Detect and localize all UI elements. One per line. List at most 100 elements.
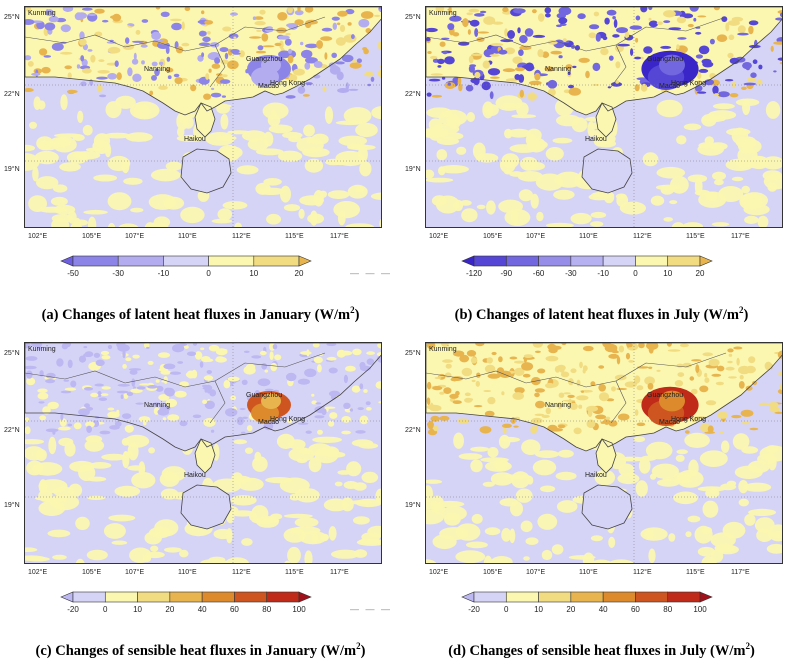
- lon-tick-label: 115°E: [285, 233, 304, 240]
- city-label-hongkong: Hong Kong: [671, 416, 707, 423]
- colorbar-a: [60, 255, 312, 267]
- lon-tick-label: 112°E: [633, 569, 652, 576]
- leizhou-peninsula: [596, 439, 616, 473]
- city-label-kunming: Kunming: [28, 10, 56, 17]
- sea-anomaly-patches: [25, 94, 381, 227]
- caption-text: (a) Changes of latent heat fluxes in Jan…: [41, 306, 351, 323]
- lon-tick-label: 117°E: [330, 569, 349, 576]
- colorbar-tick-label: 10: [663, 269, 673, 278]
- lon-tick-label: 107°E: [526, 233, 546, 240]
- city-label-hongkong: Hong Kong: [270, 80, 306, 87]
- colorbar-swatch: [72, 255, 119, 267]
- colorbar-swatch: [117, 255, 164, 267]
- map-b: [425, 6, 783, 228]
- colorbar-swatch: [699, 591, 713, 603]
- colorbar-swatch: [505, 591, 539, 603]
- leizhou-peninsula: [195, 103, 215, 137]
- caption-superscript: 2: [350, 305, 355, 315]
- colorbar-swatch: [473, 255, 507, 267]
- map-d: [425, 342, 783, 564]
- colorbar-tick-label: -10: [157, 269, 170, 278]
- colorbar-swatch: [461, 255, 475, 267]
- city-label-macao: Macao: [258, 83, 280, 90]
- province-border: [25, 352, 326, 424]
- city-label-guangzhou: Guangzhou: [647, 392, 684, 399]
- colorbar-swatch: [208, 255, 255, 267]
- colorbar-swatch: [163, 255, 209, 267]
- coastline-hainan: [180, 148, 232, 194]
- map-canvas-a: [25, 7, 381, 227]
- colorbar-swatch: [538, 591, 572, 603]
- urban-hotspot-guangzhou: [641, 50, 699, 90]
- colorbar-b: [461, 255, 713, 267]
- map-canvas-d: [426, 343, 782, 563]
- colorbar-c: [60, 591, 312, 603]
- map-canvas-c: [25, 343, 381, 563]
- colorbar-tick-label: 10: [133, 605, 143, 614]
- lat-tick-label: 22°N: [405, 91, 421, 98]
- province-border: [426, 16, 727, 88]
- hainan-island: [181, 149, 231, 193]
- sea-anomaly-patches: [426, 432, 782, 563]
- city-label-guangzhou: Guangzhou: [647, 56, 684, 63]
- lon-tick-label: 110°E: [178, 233, 197, 240]
- land-field: [25, 7, 381, 115]
- lat-lon-grid: [426, 343, 782, 563]
- colorbar-tick-label: -50: [67, 269, 79, 278]
- caption-close: ): [354, 306, 360, 323]
- lon-tick-label: 117°E: [731, 233, 750, 240]
- colorbar-swatch: [538, 255, 572, 267]
- colorbar-tick-label: 100: [693, 605, 707, 614]
- colorbar-tick-label: 40: [598, 605, 608, 614]
- land-field: [426, 7, 782, 115]
- colorbar-tick-label: 10: [534, 605, 544, 614]
- city-label-nanning: Nanning: [545, 66, 572, 73]
- colorbar-tick-label: 10: [249, 269, 259, 278]
- colorbar-swatch: [602, 255, 636, 267]
- colorbar-tick-label: 20: [165, 605, 175, 614]
- legend-dash-mark: — — —: [350, 604, 393, 614]
- lon-tick-label: 102°E: [28, 233, 48, 240]
- lat-tick-label: 19°N: [4, 502, 20, 509]
- colorbar-tick-label: 80: [262, 605, 272, 614]
- city-label-nanning: Nanning: [545, 402, 572, 409]
- colorbar-swatch: [635, 591, 669, 603]
- lon-tick-label: 115°E: [285, 569, 304, 576]
- lat-tick-label: 19°N: [4, 166, 20, 173]
- colorbar-swatch: [298, 591, 312, 603]
- lat-tick-label: 25°N: [4, 350, 20, 357]
- leizhou-peninsula: [195, 439, 215, 473]
- lon-tick-label: 105°E: [82, 233, 102, 240]
- colorbar-d: [461, 591, 713, 603]
- colorbar-tick-label: 20: [695, 269, 705, 278]
- caption-text: (c) Changes of sensible heat fluxes in J…: [35, 642, 357, 659]
- lon-tick-label: 105°E: [82, 569, 102, 576]
- colorbar-swatch: [253, 255, 300, 267]
- urban-hotspot-guangzhou: [641, 386, 699, 426]
- coastline-peninsula: [194, 438, 216, 474]
- legend-dash-mark: — — —: [350, 268, 393, 278]
- colorbar-swatch: [570, 255, 604, 267]
- lat-tick-label: 22°N: [4, 427, 20, 434]
- lat-tick-label: 22°N: [405, 427, 421, 434]
- city-label-macao: Macao: [659, 419, 681, 426]
- urban-hotspot-guangzhou: [247, 391, 291, 423]
- colorbar-swatch: [60, 591, 74, 603]
- colorbar-swatch: [298, 255, 312, 267]
- city-label-haikou: Haikou: [585, 136, 607, 143]
- colorbar-tick-label: 0: [504, 605, 509, 614]
- colorbar-swatch: [699, 255, 713, 267]
- lon-tick-label: 112°E: [633, 233, 652, 240]
- lon-tick-label: 107°E: [125, 233, 145, 240]
- lon-tick-label: 112°E: [232, 233, 251, 240]
- lat-tick-label: 25°N: [405, 14, 421, 21]
- colorbar-tick-label: 60: [630, 605, 640, 614]
- panel-d: Kunming Nanning Guangzhou Hong Kong Macao Hai…: [401, 336, 802, 672]
- city-label-haikou: Haikou: [184, 472, 206, 479]
- lat-tick-label: 25°N: [4, 14, 20, 21]
- coastline-mainland: [426, 7, 782, 116]
- map-canvas-b: [426, 7, 782, 227]
- colorbar-tick-label: -120: [465, 269, 483, 278]
- city-label-nanning: Nanning: [144, 66, 171, 73]
- colorbar-swatch: [137, 591, 171, 603]
